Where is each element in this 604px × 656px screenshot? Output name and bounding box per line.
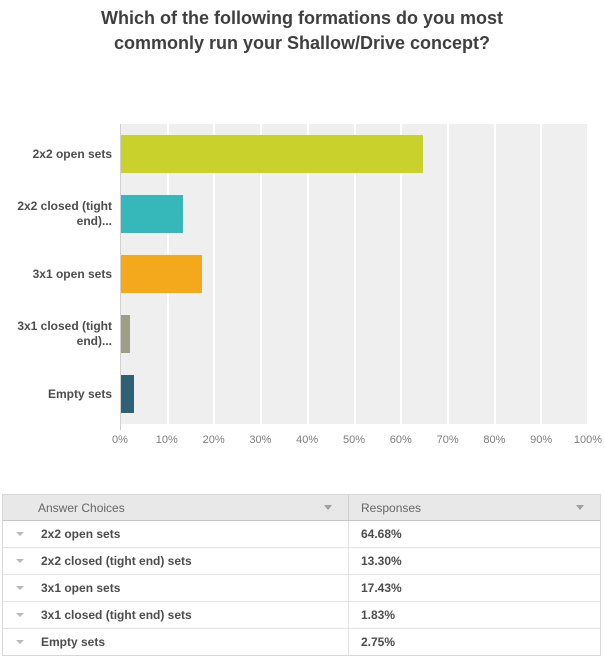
response-value: 64.68% (361, 527, 402, 541)
answer-choice-label: 3x1 closed (tight end) sets (41, 608, 192, 622)
x-axis-tick-label: 20% (202, 434, 225, 446)
bar (121, 255, 203, 293)
answer-choice-label: 3x1 open sets (41, 581, 121, 595)
chevron-down-icon[interactable] (16, 559, 24, 563)
response-cell: 64.68% (349, 521, 600, 547)
answer-choice-label: 2x2 open sets (41, 527, 121, 541)
category-label: 2x2 closed (tight end)... (17, 199, 112, 228)
plot-area (120, 124, 589, 424)
chevron-down-icon[interactable] (16, 586, 24, 590)
x-axis-tick-label: 10% (155, 434, 178, 446)
bar (121, 195, 184, 233)
response-value: 17.43% (361, 581, 402, 595)
response-cell: 1.83% (349, 602, 600, 628)
sort-caret-icon[interactable] (324, 505, 332, 510)
category-label: 3x1 open sets (32, 266, 112, 281)
responses-header-label: Responses (361, 500, 422, 515)
gridline (306, 124, 309, 424)
chevron-down-icon[interactable] (16, 613, 24, 617)
table-row: 3x1 open sets 17.43% (3, 575, 600, 602)
table-row: Empty sets 2.75% (3, 629, 600, 655)
sort-caret-icon[interactable] (576, 505, 584, 510)
y-axis-line (120, 424, 121, 430)
table-header: Answer Choices Responses (3, 495, 600, 521)
category-label: 3x1 closed (tight end)... (17, 319, 112, 348)
response-value: 1.83% (361, 608, 396, 622)
table-row: 3x1 closed (tight end) sets 1.83% (3, 602, 600, 629)
responses-column-header: Responses (349, 495, 600, 520)
results-table: Answer Choices Responses 2x2 open sets 6… (2, 494, 601, 656)
answer-choice-label: 2x2 closed (tight end) sets (41, 554, 192, 568)
gridline (353, 124, 356, 424)
x-axis-tick-label: 80% (483, 434, 506, 446)
bar (121, 315, 130, 353)
x-axis-tick-label: 60% (389, 434, 412, 446)
bar (121, 375, 134, 413)
chart-body: 2x2 open sets 2x2 closed (tight end)... 3x… (0, 124, 604, 430)
bar (121, 135, 424, 173)
gridline (213, 124, 216, 424)
answer-cell: 2x2 open sets (3, 521, 349, 547)
answer-cell: 3x1 open sets (3, 575, 349, 601)
chevron-down-icon[interactable] (16, 532, 24, 536)
x-axis-tick-label: 70% (436, 434, 459, 446)
response-value: 2.75% (361, 635, 396, 649)
gridline (446, 124, 449, 424)
gridline (587, 124, 589, 424)
x-axis-tick-label: 100% (573, 434, 603, 446)
response-cell: 13.30% (349, 548, 600, 574)
answer-choice-label: Empty sets (41, 635, 106, 649)
category-labels: 2x2 open sets 2x2 closed (tight end)... 3x… (0, 124, 112, 424)
chevron-down-icon[interactable] (16, 640, 24, 644)
answer-choices-header-label: Answer Choices (38, 500, 125, 515)
response-cell: 17.43% (349, 575, 600, 601)
x-axis-tick-label: 40% (296, 434, 319, 446)
gridline (260, 124, 263, 424)
answer-cell: 3x1 closed (tight end) sets (3, 602, 349, 628)
x-axis-tick-label: 50% (342, 434, 366, 446)
x-axis: 0% 10% 20% 30% 40% 50% 60% 70% 80% 90% 100% (112, 434, 602, 450)
x-axis-tick-label: 30% (249, 434, 272, 446)
answer-choices-column-header: Answer Choices (3, 495, 349, 520)
gridline (493, 124, 496, 424)
survey-results-page: Which of the following formations do you… (0, 6, 604, 656)
x-axis-tick-label: 90% (530, 434, 553, 446)
response-value: 13.30% (361, 554, 402, 568)
answer-cell: Empty sets (3, 629, 349, 655)
gridline (400, 124, 403, 424)
table-row: 2x2 closed (tight end) sets 13.30% (3, 548, 600, 575)
x-axis-tick-label: 0% (112, 434, 128, 446)
response-cell: 2.75% (349, 629, 600, 655)
table-row: 2x2 open sets 64.68% (3, 521, 600, 548)
page-title: Which of the following formations do you… (101, 8, 503, 53)
category-label: 2x2 open sets (32, 146, 112, 161)
answer-cell: 2x2 closed (tight end) sets (3, 548, 349, 574)
bar-chart: 2x2 open sets 2x2 closed (tight end)... 3x… (0, 124, 604, 446)
gridline (540, 124, 543, 424)
category-label: Empty sets (47, 386, 112, 401)
